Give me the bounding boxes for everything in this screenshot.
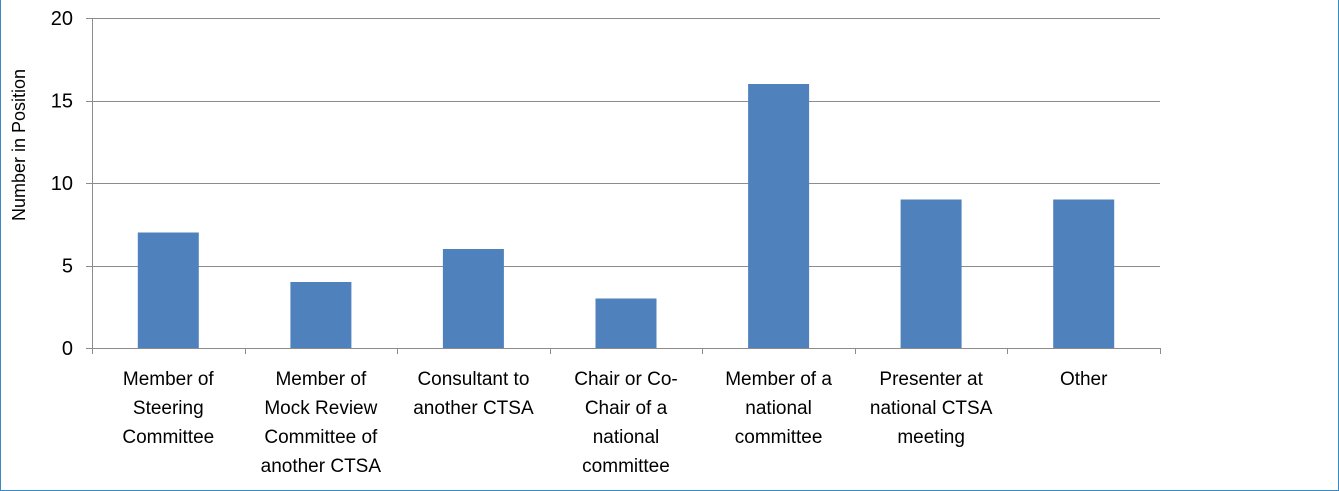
bar [748,84,810,348]
x-category-label: Presenter at national CTSA meeting [870,369,993,448]
y-tick-label: 20 [51,8,73,30]
x-category-label: Chair or Co- Chair of a national committee [574,369,677,477]
x-category-label-line: another CTSA [261,456,382,477]
x-category-label: Member of Mock Review Committee of another … [261,369,382,477]
axes [86,18,1161,354]
x-category-label-line: Steering [133,398,204,419]
x-category-label: Member of a national committee [725,369,832,448]
x-category-label-line: meeting [897,427,965,448]
x-category-label: Member of Steering Committee [122,369,214,448]
y-tick-label: 10 [51,173,73,195]
x-category-label-line: committee [735,427,823,448]
bar [900,199,962,348]
x-category-label-line: Consultant to [417,369,529,390]
gridlines [92,18,1160,267]
x-category-label-line: Member of [123,369,215,390]
bar [137,232,199,348]
x-category-label-line: Presenter at [879,369,983,390]
y-axis-title: Number in Position [9,69,29,221]
x-category-label-line: national CTSA [870,398,993,419]
x-category-label-line: Mock Review [264,398,377,419]
x-category-label: Consultant to another CTSA [413,369,534,419]
x-category-label-line: national [745,398,812,419]
bar [595,298,657,348]
x-category-label: Other [1060,369,1108,390]
bar [1053,199,1115,348]
x-category-label-line: Other [1060,369,1108,390]
y-tick-label: 0 [62,338,73,360]
bar [290,282,352,348]
x-category-label-line: committee [582,456,670,477]
bars [137,84,1115,348]
x-category-label-line: Chair of a [585,398,668,419]
x-category-label-line: Member of [275,369,367,390]
y-tick-label: 5 [62,256,73,278]
x-category-label-line: Member of a [725,369,832,390]
x-category-label-line: another CTSA [413,398,534,419]
x-category-label-line: Committee [122,427,214,448]
x-category-label-line: Chair or Co- [574,369,677,390]
bar [442,249,504,348]
y-tick-label: 15 [51,91,73,113]
x-category-label-line: national [593,427,660,448]
x-category-label-line: Committee of [264,427,378,448]
